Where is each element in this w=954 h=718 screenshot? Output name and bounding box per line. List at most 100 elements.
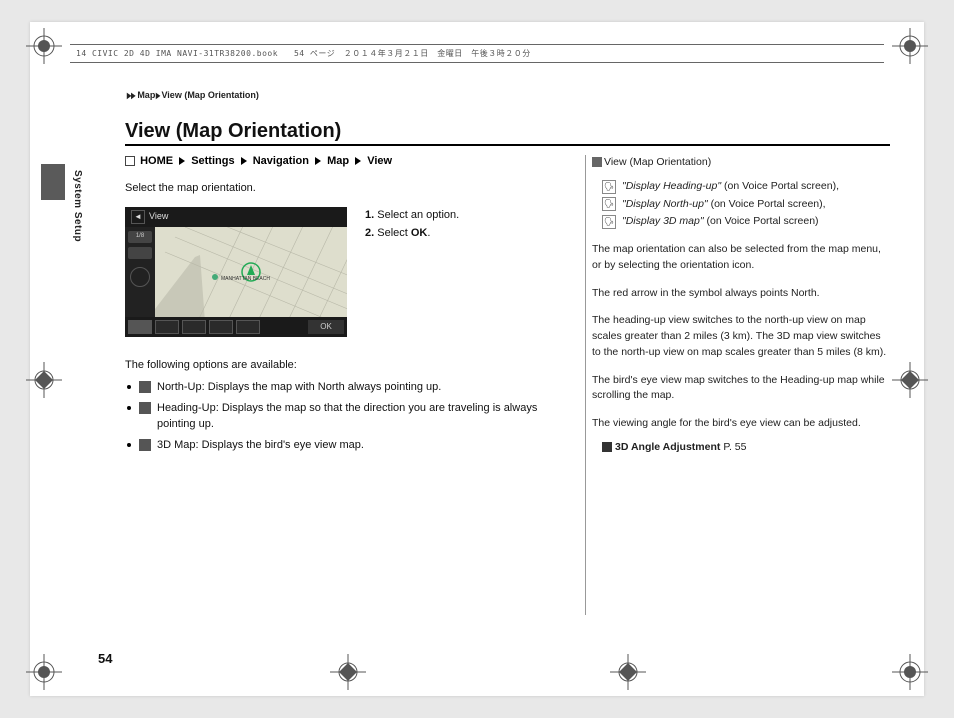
- map-location-label: MANHATTAN BEACH: [221, 276, 270, 282]
- chevron-right-icon: [355, 157, 361, 165]
- back-icon: ◄: [131, 210, 145, 224]
- crop-mark-icon: [26, 362, 62, 398]
- nav-map: Map: [327, 155, 349, 167]
- screenshot-leftpanel: 1/8: [125, 227, 155, 317]
- orientation-option-icon: [236, 320, 260, 334]
- book-pageinfo: 54 ページ ２０１４年３月２１日 金曜日 午後３時２０分: [294, 49, 531, 58]
- scale-display: 1/8: [128, 231, 152, 243]
- option-north-up: North-Up: Displays the map with North al…: [125, 379, 555, 396]
- scale-bar: [128, 247, 152, 259]
- voice-icon: 🗣: [602, 180, 616, 194]
- orientation-option-icon: [128, 320, 152, 334]
- instruction-text: Select the map orientation.: [125, 180, 555, 197]
- page-number: 54: [98, 651, 112, 666]
- step-1: 1. Select an option.: [365, 207, 459, 224]
- steps-list: 1. Select an option. 2. Select OK.: [365, 207, 459, 244]
- compass-icon: [130, 267, 150, 287]
- option-3d-map: 3D Map: Displays the bird's eye view map…: [125, 437, 555, 454]
- option-heading-up: Heading-Up: Displays the map so that the…: [125, 400, 555, 433]
- option-label: Heading-Up:: [157, 402, 222, 414]
- 3d-map-icon: [139, 439, 151, 451]
- header-bookinfo: 14 CIVIC 2D 4D IMA NAVI-31TR38200.book 5…: [70, 44, 884, 63]
- step-text: Select: [374, 227, 411, 239]
- step-2: 2. Select OK.: [365, 225, 459, 242]
- voice-command: "Display North-up": [622, 198, 708, 210]
- orientation-option-icon: [155, 320, 179, 334]
- voice-command: "Display Heading-up": [622, 180, 721, 192]
- cross-reference: 3D Angle Adjustment P. 55: [602, 440, 891, 456]
- bullet-icon: [127, 385, 131, 389]
- step-number: 1.: [365, 209, 374, 221]
- ok-button-depicted: OK: [308, 320, 344, 334]
- main-content: Select the map orientation. ◄ View 1/8: [125, 180, 555, 457]
- voice-icon: 🗣: [602, 215, 616, 229]
- step-text: .: [427, 227, 430, 239]
- option-body: Displays the map with North always point…: [208, 381, 442, 393]
- note-paragraph: The viewing angle for the bird's eye vie…: [592, 416, 891, 432]
- side-notes-header: View (Map Orientation): [592, 155, 891, 171]
- voice-suffix: (on Voice Portal screen),: [708, 198, 826, 210]
- crop-mark-icon: [330, 654, 366, 690]
- step-text: Select an option.: [374, 209, 459, 221]
- chevron-right-icon: [315, 157, 321, 165]
- note-icon: [592, 157, 602, 167]
- screenshot-title: View: [149, 210, 168, 224]
- note-paragraph: The bird's eye view map switches to the …: [592, 373, 891, 405]
- map-area: MANHATTAN BEACH: [155, 227, 347, 317]
- bullet-icon: [127, 406, 131, 410]
- link-icon: [602, 442, 612, 452]
- manual-page: 14 CIVIC 2D 4D IMA NAVI-31TR38200.book 5…: [30, 22, 924, 696]
- crop-mark-icon: [610, 654, 646, 690]
- home-icon: [125, 156, 135, 166]
- voice-command-row: 🗣 "Display Heading-up" (on Voice Portal …: [602, 179, 891, 195]
- voice-command-row: 🗣 "Display North-up" (on Voice Portal sc…: [602, 197, 891, 213]
- crop-mark-icon: [892, 654, 928, 690]
- page-title: View (Map Orientation): [125, 120, 341, 143]
- orientation-option-icon: [209, 320, 233, 334]
- heading-up-icon: [139, 402, 151, 414]
- voice-command-row: 🗣 "Display 3D map" (on Voice Portal scre…: [602, 214, 891, 230]
- device-screenshot: ◄ View 1/8: [125, 207, 347, 337]
- voice-suffix: (on Voice Portal screen),: [721, 180, 839, 192]
- orientation-option-icon: [182, 320, 206, 334]
- crop-mark-icon: [892, 362, 928, 398]
- nav-view: View: [367, 155, 392, 167]
- step-number: 2.: [365, 227, 374, 239]
- voice-icon: 🗣: [602, 197, 616, 211]
- crop-mark-icon: [26, 654, 62, 690]
- side-tab: [41, 164, 65, 200]
- reference-page: P. 55: [720, 441, 746, 453]
- crop-mark-icon: [892, 28, 928, 64]
- nav-settings: Settings: [191, 155, 234, 167]
- breadcrumb-arrows: ▶▶: [127, 91, 136, 100]
- nav-home: HOME: [140, 155, 173, 167]
- option-label: 3D Map:: [157, 439, 202, 451]
- chevron-right-icon: [179, 157, 185, 165]
- north-up-icon: [139, 381, 151, 393]
- breadcrumb-seg2: View (Map Orientation): [161, 90, 258, 100]
- nav-navigation: Navigation: [253, 155, 309, 167]
- option-label: North-Up:: [157, 381, 208, 393]
- screenshot-titlebar: ◄ View: [125, 207, 347, 227]
- section-label: System Setup: [72, 170, 83, 242]
- book-filename: 14 CIVIC 2D 4D IMA NAVI-31TR38200.book: [76, 49, 278, 58]
- voice-suffix: (on Voice Portal screen): [704, 215, 819, 227]
- chevron-right-icon: [241, 157, 247, 165]
- note-paragraph: The red arrow in the symbol always point…: [592, 286, 891, 302]
- screenshot-bottombar: OK: [125, 317, 347, 337]
- breadcrumb: ▶▶Map▶View (Map Orientation): [125, 90, 259, 100]
- navigation-path: HOME Settings Navigation Map View: [125, 155, 392, 167]
- note-paragraph: The heading-up view switches to the nort…: [592, 313, 891, 360]
- options-intro: The following options are available:: [125, 357, 555, 374]
- side-notes: View (Map Orientation) 🗣 "Display Headin…: [585, 155, 891, 615]
- reference-label: 3D Angle Adjustment: [615, 441, 720, 453]
- crop-mark-icon: [26, 28, 62, 64]
- option-body: Displays the bird's eye view map.: [202, 439, 364, 451]
- options-list: North-Up: Displays the map with North al…: [125, 379, 555, 453]
- breadcrumb-seg1: Map: [137, 90, 155, 100]
- step-ok: OK: [411, 227, 428, 239]
- note-paragraph: The map orientation can also be selected…: [592, 242, 891, 274]
- title-rule: [125, 144, 890, 146]
- bullet-icon: [127, 443, 131, 447]
- side-notes-title: View (Map Orientation): [604, 156, 711, 168]
